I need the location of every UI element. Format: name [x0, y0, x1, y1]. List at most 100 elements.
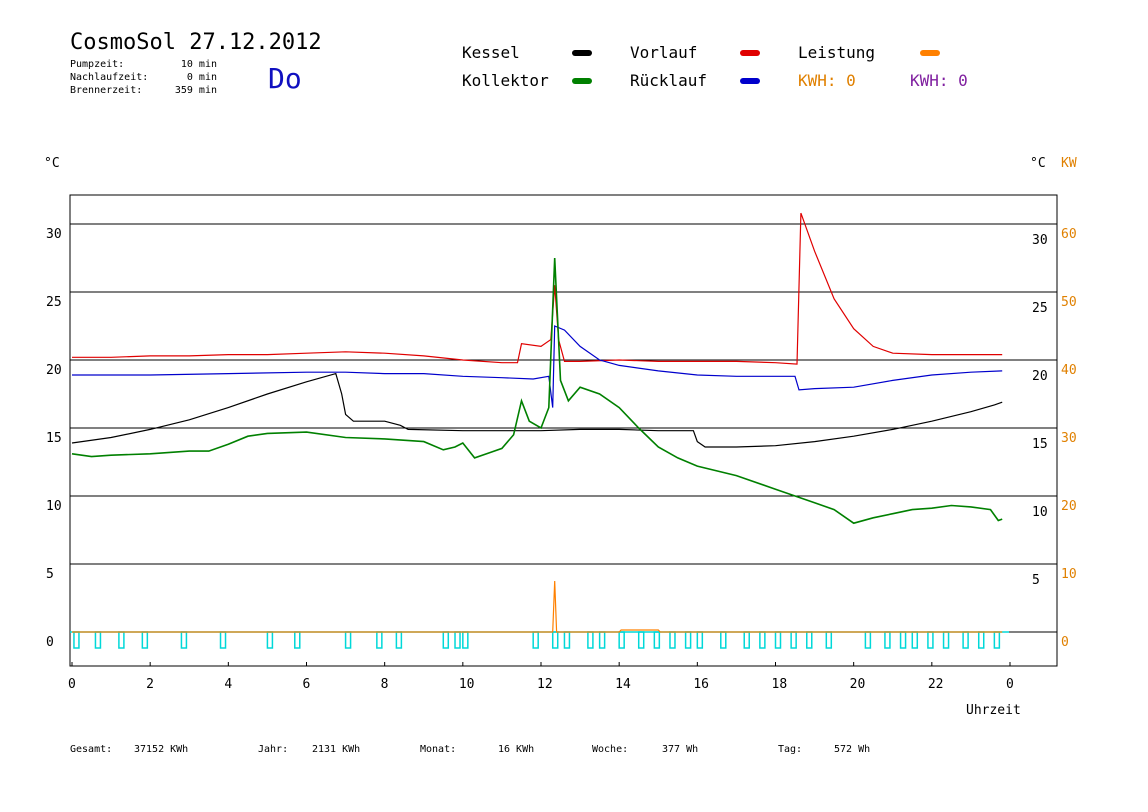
pump-pulse [563, 631, 571, 649]
x-tick-label: 4 [224, 677, 232, 692]
footer-woche-value: 377 Wh [662, 744, 699, 755]
x-tick-label: 16 [693, 677, 709, 692]
y-right-tick-label: 10 [1032, 505, 1048, 520]
y-axis-right2-unit: KW [1061, 156, 1077, 171]
legend-vorlauf-swatch [740, 50, 760, 56]
page-title: CosmoSol 27.12.2012 [70, 30, 322, 55]
footer-gesamt-value: 37152 KWh [134, 744, 189, 755]
pump-pulse [118, 631, 125, 649]
pump-pulse [977, 631, 985, 649]
footer-monat-value: 16 KWh [498, 744, 535, 755]
legend-kollektor-swatch [572, 78, 592, 84]
footer-jahr-value: 2131 KWh [312, 744, 361, 755]
pump-pulse [442, 631, 450, 649]
y-axis-right-unit: °C [1030, 156, 1046, 171]
series-line-rcklauf [72, 325, 1003, 408]
pump-pulse [942, 631, 950, 649]
stat-nachlaufzeit-label: Nachlaufzeit: [70, 72, 149, 83]
pump-pulse [219, 631, 227, 649]
pump-pulse [94, 631, 102, 649]
legend-ruecklauf-label: Rücklauf [630, 71, 708, 90]
pump-pulse [774, 631, 782, 649]
legend-leistung-label: Leistung [798, 43, 876, 62]
y-right-tick-label: 25 [1032, 301, 1048, 316]
y-right-tick-label: 30 [1032, 233, 1048, 248]
x-tick-label: 8 [381, 677, 389, 692]
weekday-label: Do [268, 62, 302, 95]
series-line-leistung [72, 580, 1003, 633]
pump-pulse [587, 631, 594, 649]
pump-pulse [618, 631, 625, 649]
y-right-tick-label: 15 [1032, 437, 1048, 452]
pump-pulse [825, 631, 833, 649]
pump-pulse [551, 631, 559, 649]
pump-pulse [653, 631, 661, 649]
y-right2-tick-label: 50 [1061, 295, 1077, 310]
legend-ruecklauf-swatch [740, 78, 760, 84]
x-tick-label: 12 [537, 677, 553, 692]
pump-pulse [532, 631, 539, 649]
pump-pulse [790, 631, 797, 649]
footer-tag-value: 572 Wh [834, 744, 871, 755]
legend-kessel-label: Kessel [462, 43, 520, 62]
pump-pulse [598, 631, 606, 649]
stat-pumpzeit-label: Pumpzeit: [70, 59, 125, 70]
legend-kollektor-label: Kollektor [462, 71, 549, 90]
y-left-tick-label: 20 [46, 363, 62, 378]
y-right2-tick-label: 40 [1061, 363, 1077, 378]
y-right2-tick-label: 60 [1061, 227, 1077, 242]
y-right2-tick-label: 20 [1061, 499, 1077, 514]
series-line-vorlauf [72, 212, 1003, 365]
y-right2-tick-label: 10 [1061, 567, 1077, 582]
pump-pulse [637, 631, 645, 649]
x-tick-label: 22 [928, 677, 944, 692]
stat-nachlaufzeit-value: 0 min [186, 72, 217, 83]
pump-pulse [266, 631, 274, 649]
series-line-kollektor [71, 257, 1003, 525]
pump-pulse [684, 631, 692, 649]
footer-gesamt-label: Gesamt: [70, 744, 113, 755]
stat-brennerzeit-value: 359 min [174, 85, 217, 96]
pump-pulse [141, 631, 149, 649]
footer-tag-label: Tag: [778, 744, 803, 755]
y-left-tick-label: 0 [46, 635, 54, 650]
y-left-tick-label: 30 [46, 227, 62, 242]
plot-frame [69, 194, 1058, 667]
series-line-kessel [71, 372, 1003, 448]
y-left-tick-label: 25 [46, 295, 62, 310]
pump-pulse [899, 631, 907, 649]
y-left-tick-label: 5 [46, 567, 54, 582]
legend-leistung-swatch [920, 50, 940, 56]
pump-pulse [696, 631, 704, 649]
pump-pulse [395, 631, 403, 649]
y-right2-tick-label: 30 [1061, 431, 1077, 446]
pump-pulse [669, 631, 676, 649]
pump-pulse [911, 631, 919, 649]
pump-pulse [344, 631, 352, 649]
x-tick-label: 10 [459, 677, 475, 692]
pump-pulse [743, 631, 750, 649]
footer-woche-label: Woche: [592, 744, 629, 755]
y-axis-left-unit: °C [44, 156, 60, 171]
pump-pulse [376, 631, 383, 649]
pump-pulse [806, 631, 813, 649]
x-axis-label: Uhrzeit [966, 703, 1021, 718]
pump-pulse [927, 631, 934, 649]
x-tick-label: 0 [1006, 677, 1014, 692]
x-tick-label: 18 [772, 677, 788, 692]
pump-pulse [462, 631, 469, 649]
y-left-tick-label: 10 [46, 499, 62, 514]
x-tick-label: 14 [615, 677, 631, 692]
legend-kwh2-value: KWH: 0 [910, 71, 968, 90]
y-right-tick-label: 5 [1032, 573, 1040, 588]
pump-pulse [73, 631, 80, 649]
stat-pumpzeit-value: 10 min [180, 59, 217, 70]
pump-pulse [720, 631, 727, 649]
pump-pulse [962, 631, 969, 649]
pump-pulse [294, 631, 301, 649]
footer-jahr-label: Jahr: [258, 744, 289, 755]
x-tick-label: 0 [68, 677, 76, 692]
legend-vorlauf-label: Vorlauf [630, 43, 698, 62]
pump-pulse [759, 631, 766, 649]
